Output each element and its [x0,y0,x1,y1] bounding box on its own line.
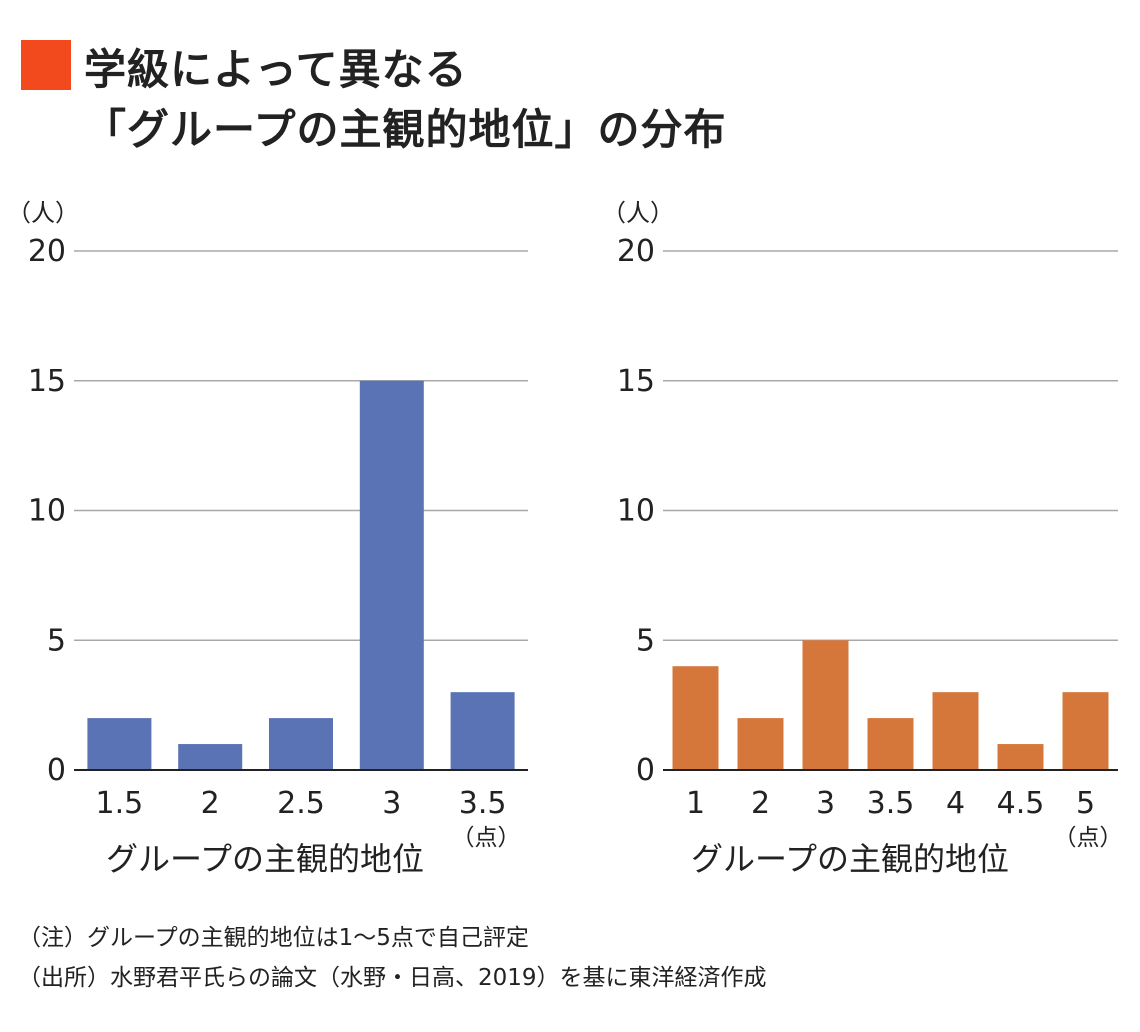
right-x-tick-label-3.5: 3.5 [867,786,915,821]
left-y-tick-label-0: 0 [47,753,66,788]
left-x-tick-label-2.5: 2.5 [277,786,325,821]
right-y-tick-label-10: 10 [617,494,655,529]
footnote-note: （注）グループの主観的地位は1～5点で自己評定 [18,925,529,951]
left-x-tick-label-3: 3 [382,786,401,821]
left-x-tick-label-1.5: 1.5 [96,786,144,821]
right-x-tick-label-1: 1 [686,786,705,821]
footnote-source: （出所）水野君平氏らの論文（水野・日高、2019）を基に東洋経済作成 [18,965,767,991]
right-x-unit-label: （点） [1054,825,1123,851]
title-marker-square [21,40,71,90]
left-x-tick-label-2: 2 [201,786,220,821]
right-y-tick-label-5: 5 [636,623,655,658]
left-x-unit-label: （点） [452,825,521,851]
left-bar-3.5 [450,692,515,770]
left-x-tick-label-3.5: 3.5 [459,786,507,821]
left-bar-2.5 [269,718,333,770]
chart-right: （人） 0 5 10 15 20 1 2 3 3.5 4 4.5 5 （点） グループの主観的地位 [602,199,1123,878]
right-y-unit-label: （人） [602,199,674,227]
chart-title-line2: 「グループの主観的地位」の分布 [84,105,727,154]
left-y-unit-label: （人） [7,199,79,227]
chart-title-line1: 学級によって異なる [84,45,468,94]
right-bar-4 [932,692,979,770]
right-x-tick-label-5: 5 [1076,786,1095,821]
title-marker [21,40,71,90]
right-bar-2 [737,718,784,770]
right-x-tick-label-2: 2 [751,786,770,821]
right-y-tick-label-15: 15 [617,364,655,399]
right-x-tick-label-4: 4 [946,786,965,821]
right-x-tick-label-3: 3 [816,786,835,821]
left-x-axis-title: グループの主観的地位 [106,840,424,878]
left-y-tick-label-10: 10 [28,494,66,529]
right-y-tick-label-0: 0 [636,753,655,788]
left-bar-3 [359,380,424,770]
left-y-tick-label-5: 5 [47,623,66,658]
right-bar-3.5 [867,718,914,770]
right-y-tick-label-20: 20 [617,234,655,269]
right-x-axis-title: グループの主観的地位 [691,840,1009,878]
left-bar-1.5 [87,718,152,770]
left-bar-2 [178,744,243,770]
right-bar-5 [1062,692,1109,770]
right-bar-1 [672,666,719,770]
right-bar-4.5 [997,744,1044,770]
right-x-tick-label-4.5: 4.5 [997,786,1045,821]
left-y-tick-label-20: 20 [28,234,66,269]
right-bar-3 [802,640,849,770]
left-y-tick-label-15: 15 [28,364,66,399]
chart-left: （人） 0 5 10 15 20 1.5 2 2.5 3 3.5 （点） グループの主観的地位 [7,199,528,878]
